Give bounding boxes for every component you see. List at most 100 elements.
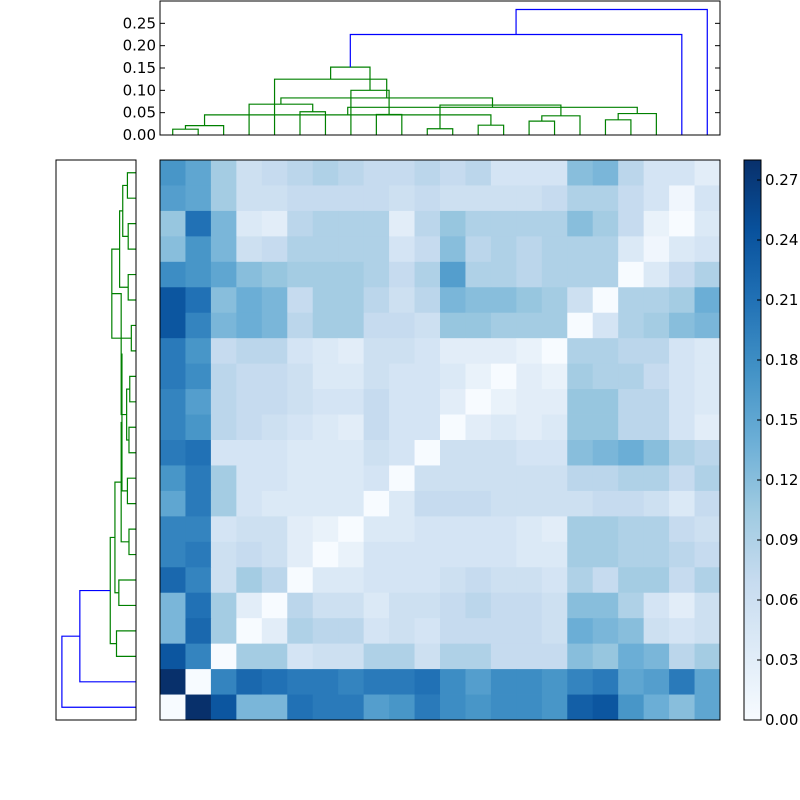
heatmap-cell [694, 414, 721, 441]
heatmap-cell [210, 516, 237, 543]
heatmap-cell [541, 643, 568, 670]
heatmap-cell [414, 312, 441, 339]
heatmap-cell [567, 643, 594, 670]
heatmap-cell [465, 185, 492, 212]
heatmap-cell [160, 389, 186, 415]
heatmap-cell [694, 567, 721, 594]
heatmap-cell [592, 592, 619, 619]
heatmap-cell [312, 160, 339, 186]
heatmap-cell [465, 440, 492, 466]
heatmap-cell [363, 185, 390, 212]
heatmap-cell [338, 541, 365, 568]
heatmap-cell [236, 287, 263, 314]
heatmap-cell [490, 261, 517, 288]
heatmap-cell [236, 516, 263, 543]
heatmap-cell [363, 592, 390, 619]
dendrogram-link [126, 172, 136, 199]
heatmap-cell [592, 363, 619, 390]
heatmap-cell [338, 210, 365, 237]
heatmap-cell [363, 465, 390, 492]
heatmap-cell [618, 210, 645, 237]
heatmap-cell [567, 261, 594, 288]
heatmap-cell [694, 490, 721, 517]
heatmap-cell [643, 643, 670, 670]
heatmap-cell [236, 261, 263, 288]
heatmap-cell [261, 541, 288, 568]
heatmap-cell [287, 669, 314, 695]
heatmap-cell [592, 160, 619, 186]
heatmap-cell [414, 465, 441, 492]
dendrogram-link [61, 635, 136, 708]
heatmap-cell [261, 160, 288, 186]
heatmap-cell [669, 236, 695, 263]
heatmap-cell [592, 465, 619, 492]
heatmap-cell [541, 592, 568, 619]
heatmap-cell [185, 465, 212, 492]
heatmap-cell [210, 389, 237, 415]
heatmap-cell [694, 694, 721, 721]
heatmap-cell [541, 261, 568, 288]
heatmap-cell [414, 516, 441, 543]
dendrogram-link [129, 375, 136, 403]
heatmap-cell [236, 312, 263, 339]
colorbar-tick-label: 0.18 [765, 351, 798, 369]
heatmap-cell [694, 363, 721, 390]
heatmap-cell [389, 618, 415, 645]
heatmap-cell [414, 440, 441, 466]
dendrogram-link [128, 528, 136, 556]
colorbar-frame [743, 159, 762, 721]
heatmap-cell [541, 160, 568, 186]
heatmap-cell [694, 338, 721, 365]
heatmap-cell [312, 440, 339, 466]
colorbar-tick-label: 0.09 [765, 531, 798, 549]
heatmap-cell [567, 567, 594, 594]
heatmap-cell [236, 210, 263, 237]
heatmap-cell [185, 490, 212, 517]
heatmap-cell [160, 465, 186, 492]
heatmap-cell [338, 516, 365, 543]
heatmap-cell [490, 312, 517, 339]
heatmap-cell [440, 312, 466, 339]
heatmap-cell [516, 669, 543, 695]
heatmap-cell [490, 338, 517, 365]
dendrogram-link [130, 324, 136, 352]
heatmap-cell [643, 287, 670, 314]
heatmap-cell [185, 592, 212, 619]
heatmap-cell [567, 669, 594, 695]
heatmap-cell [592, 338, 619, 365]
heatmap-cell [567, 236, 594, 263]
colorbar-tick-label: 0.06 [765, 591, 798, 609]
heatmap-cell [210, 669, 237, 695]
heatmap-cell [261, 338, 288, 365]
heatmap-cell [185, 185, 212, 212]
heatmap-cell [618, 669, 645, 695]
heatmap-cell [287, 618, 314, 645]
heatmap-cell [541, 694, 568, 721]
heatmap-cell [465, 618, 492, 645]
heatmap-cell [516, 618, 543, 645]
heatmap-cell [160, 287, 186, 314]
heatmap-cell [338, 287, 365, 314]
heatmap-cell [440, 567, 466, 594]
heatmap-cell [261, 669, 288, 695]
heatmap-cell [363, 440, 390, 466]
heatmap-cell [490, 440, 517, 466]
heatmap-cell [261, 287, 288, 314]
heatmap-cell [210, 414, 237, 441]
dendrogram-link [127, 273, 136, 301]
heatmap-cells [160, 160, 721, 721]
heatmap-cell [312, 541, 339, 568]
heatmap-cell [643, 567, 670, 594]
heatmap-cell [389, 287, 415, 314]
heatmap-cell [567, 389, 594, 415]
heatmap-cell [363, 490, 390, 517]
heatmap-cell [287, 261, 314, 288]
heatmap-cell [185, 694, 212, 721]
colorbar: 0.00 0.03 0.06 0.09 0.12 0.15 0.18 0.21 0.24 0.27 [743, 159, 798, 729]
heatmap-cell [389, 541, 415, 568]
heatmap-cell [541, 363, 568, 390]
heatmap-cell [287, 541, 314, 568]
heatmap-cell [236, 440, 263, 466]
heatmap-cell [516, 541, 543, 568]
heatmap-cell [236, 465, 263, 492]
